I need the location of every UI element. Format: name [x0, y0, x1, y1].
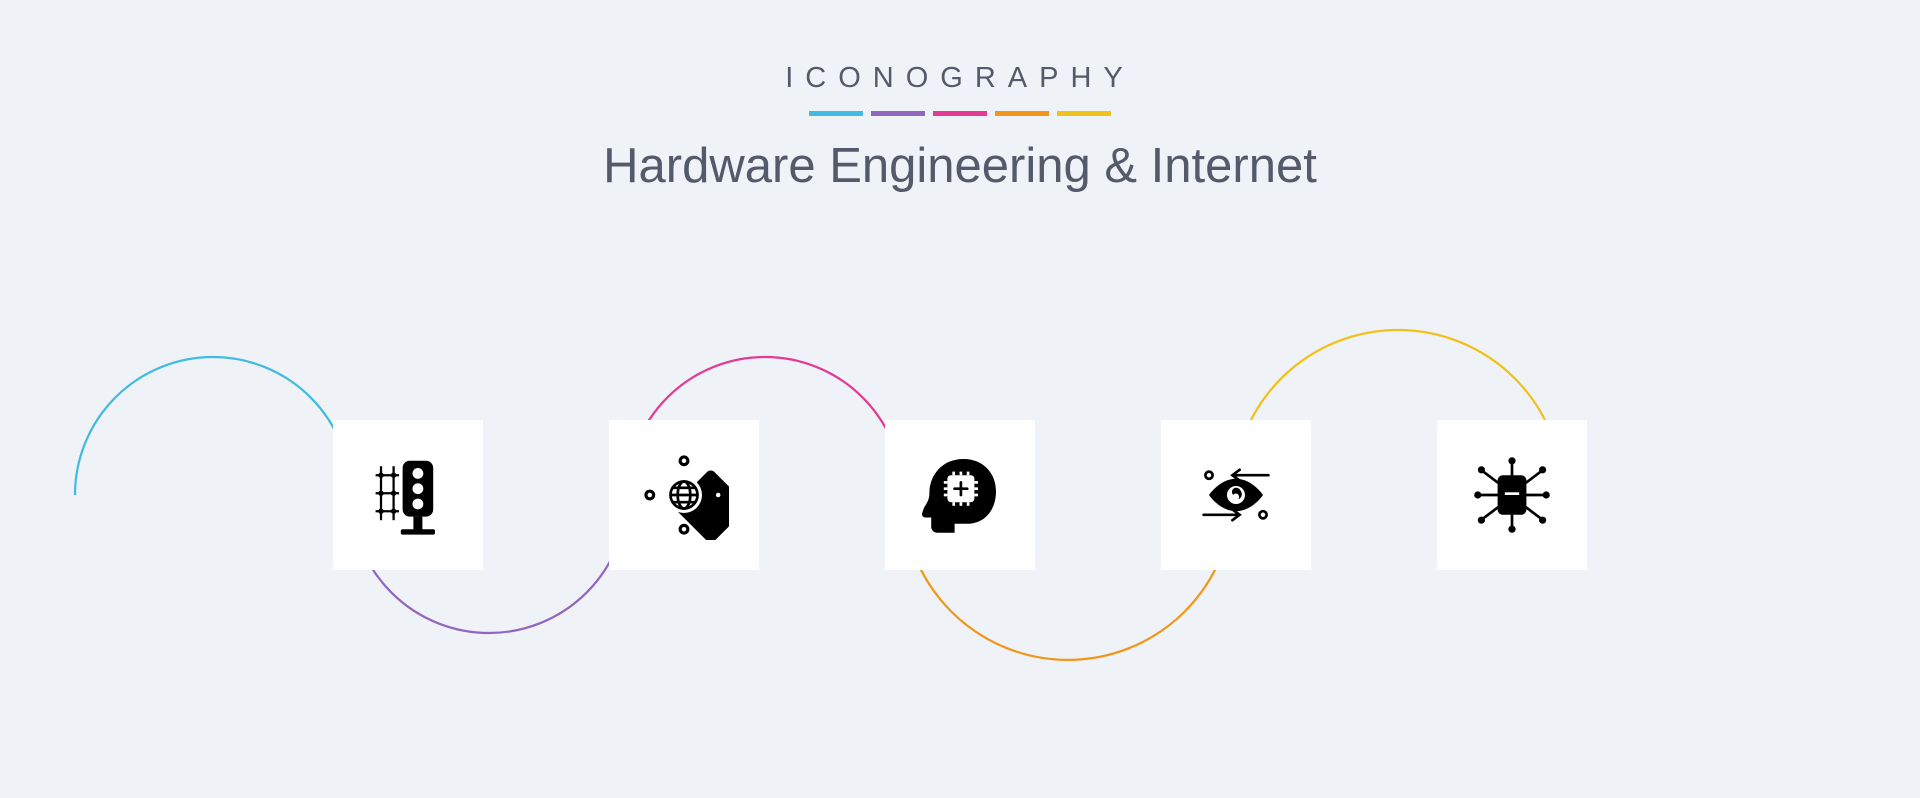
- stripe-4: [995, 111, 1049, 116]
- head-chip-icon: [915, 450, 1005, 540]
- pack-title: Hardware Engineering & Internet: [0, 138, 1920, 194]
- stripe-3: [933, 111, 987, 116]
- card-chip: [1437, 420, 1587, 570]
- eye-scan-icon: [1191, 450, 1281, 540]
- globe-network-icon: [639, 450, 729, 540]
- stripe-2: [871, 111, 925, 116]
- card-head: [885, 420, 1035, 570]
- stripe-1: [809, 111, 863, 116]
- color-stripes: [0, 111, 1920, 116]
- chip-network-icon: [1467, 450, 1557, 540]
- traffic-light-icon: [363, 450, 453, 540]
- brand-text: ICONOGRAPHY: [0, 62, 1920, 95]
- stripe-5: [1057, 111, 1111, 116]
- icon-row: [0, 420, 1920, 570]
- card-traffic: [333, 420, 483, 570]
- header: ICONOGRAPHY Hardware Engineering & Inter…: [0, 0, 1920, 194]
- card-eye: [1161, 420, 1311, 570]
- card-globe: [609, 420, 759, 570]
